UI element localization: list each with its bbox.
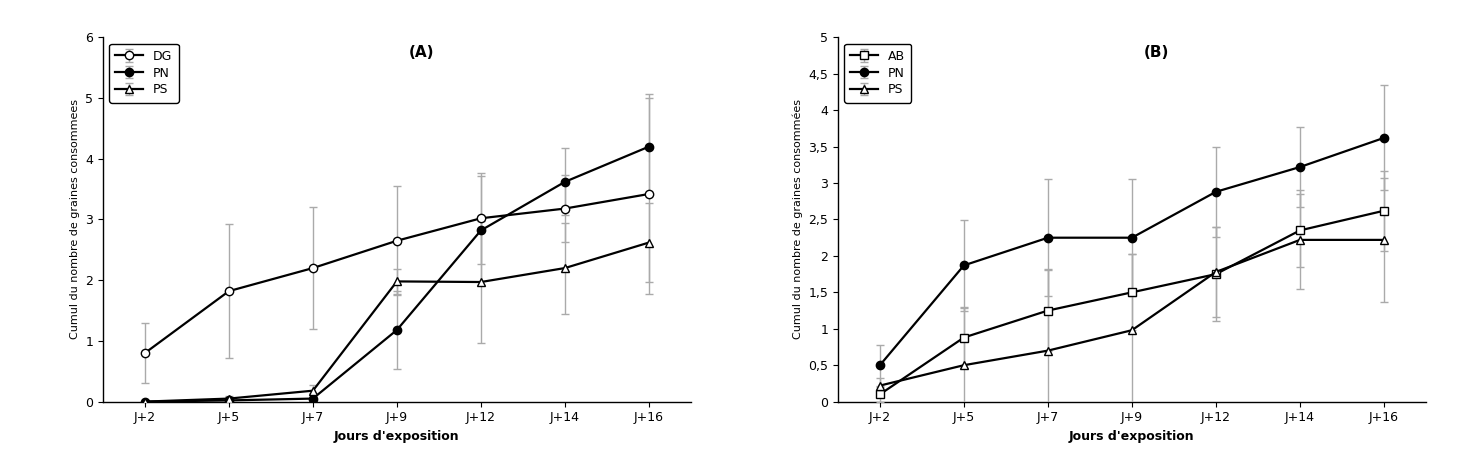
Y-axis label: Cumul du nombre de graines consommées: Cumul du nombre de graines consommées [792,99,803,340]
X-axis label: Jours d'exposition: Jours d'exposition [334,430,460,443]
Legend: DG, PN, PS: DG, PN, PS [109,43,178,103]
Text: (A): (A) [409,45,434,60]
Text: (B): (B) [1144,45,1169,60]
X-axis label: Jours d'exposition: Jours d'exposition [1069,430,1195,443]
Y-axis label: Cumul du nombre de graines consommees: Cumul du nombre de graines consommees [69,99,79,340]
Legend: AB, PN, PS: AB, PN, PS [844,43,911,103]
